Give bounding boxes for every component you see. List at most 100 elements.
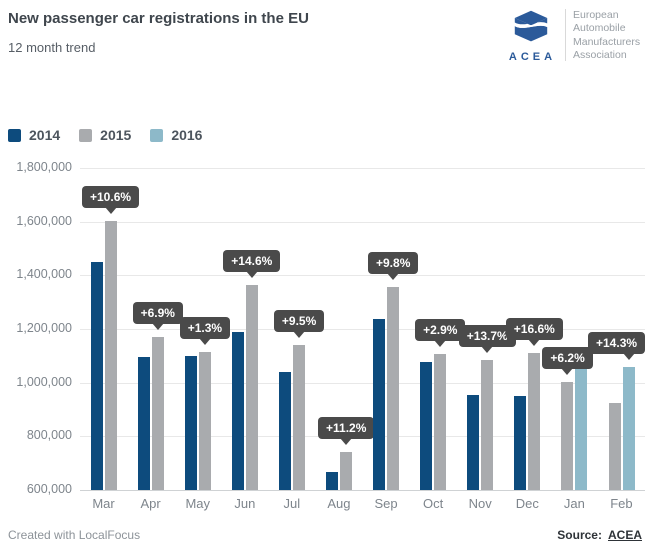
pct-label-aug: +11.2% (318, 416, 375, 439)
y-axis-label: 1,000,000 (16, 375, 72, 389)
acea-logo-tile: ACEA (502, 7, 559, 63)
gridline (80, 383, 645, 384)
bar-2014-dec[interactable] (514, 395, 527, 490)
x-axis-label-sep: Sep (374, 496, 398, 511)
x-axis-label-may: May (185, 496, 211, 511)
bar-2015-nov[interactable] (481, 359, 494, 490)
pct-label-apr: +6.9% (132, 301, 183, 324)
pct-label-pointer-aug (340, 437, 352, 445)
bar-2015-jun[interactable] (245, 285, 258, 490)
bar-2015-feb[interactable] (608, 402, 621, 490)
gridline (80, 490, 645, 491)
legend-item-2016: 2016 (150, 127, 202, 143)
pct-label-pointer-jun (245, 271, 258, 278)
bar-2014-aug[interactable] (326, 471, 338, 490)
pct-label-oct: +2.9% (415, 318, 466, 341)
logo-divider (565, 9, 566, 61)
acea-logo-icon (511, 9, 551, 50)
legend-label: 2014 (29, 127, 61, 143)
bar-2015-aug[interactable] (340, 451, 352, 490)
x-axis-label-mar: Mar (92, 496, 115, 511)
bar-2014-apr[interactable] (137, 357, 150, 490)
pct-label-pointer-may (198, 338, 211, 346)
legend-item-2014: 2014 (8, 127, 60, 143)
y-axis-label: 600,000 (26, 482, 72, 496)
gridline (80, 329, 645, 330)
bar-2014-jun[interactable] (231, 331, 244, 490)
source-line: Source: ACEA (557, 528, 642, 542)
y-axis-label: 1,400,000 (16, 267, 72, 281)
legend: 2014 2015 2016 (8, 127, 221, 143)
bar-2015-apr[interactable] (151, 336, 164, 490)
gridline (80, 275, 645, 276)
gridline (80, 168, 645, 169)
bar-2014-may[interactable] (184, 355, 197, 490)
x-axis-label-apr: Apr (140, 496, 161, 511)
bar-2015-mar[interactable] (104, 220, 117, 490)
legend-swatch-2014 (8, 128, 21, 142)
bar-2015-sep[interactable] (387, 286, 399, 490)
pct-label-pointer-oct (434, 339, 447, 347)
page-subtitle: 12 month trend (8, 40, 96, 55)
page-title: New passenger car registrations in the E… (8, 10, 309, 27)
legend-label: 2016 (171, 127, 203, 143)
pct-label-pointer-jan (561, 368, 574, 376)
pct-label-dec: +16.6% (505, 318, 563, 341)
legend-label: 2015 (100, 127, 132, 143)
pct-label-sep: +9.8% (368, 251, 419, 274)
legend-swatch-2015 (79, 128, 93, 142)
bar-2015-oct[interactable] (434, 353, 447, 490)
bar-2016-jan[interactable] (575, 365, 588, 490)
pct-label-feb: +14.3% (588, 332, 646, 355)
gridline (80, 222, 645, 223)
bar-2014-oct[interactable] (420, 362, 433, 490)
source-label: Source: (557, 528, 602, 542)
credit-text: Created with LocalFocus (8, 528, 141, 542)
pct-label-pointer-mar (104, 206, 117, 214)
org-line: Association (573, 48, 627, 61)
bar-2014-nov[interactable] (467, 394, 480, 490)
pct-label-pointer-sep (387, 272, 399, 280)
pct-label-pointer-dec (528, 339, 541, 347)
pct-label-jun: +14.6% (223, 250, 281, 272)
bar-2016-feb[interactable] (622, 367, 635, 490)
org-line: Manufacturers (573, 35, 641, 48)
x-axis-label-aug: Aug (327, 496, 351, 511)
x-axis-label-dec: Dec (515, 496, 539, 511)
pct-label-jul: +9.5% (273, 310, 325, 333)
org-line: European (573, 9, 619, 21)
pct-label-mar: +10.6% (82, 185, 140, 208)
pct-label-pointer-jul (292, 331, 305, 339)
bar-2015-jan[interactable] (561, 382, 574, 490)
bar-2015-may[interactable] (198, 352, 211, 490)
y-axis-label: 1,800,000 (16, 160, 72, 174)
x-axis-label-jan: Jan (563, 496, 585, 511)
acea-org-name: European Automobile Manufacturers Associ… (573, 7, 645, 63)
y-axis-label: 1,200,000 (16, 321, 72, 335)
legend-swatch-2016 (150, 128, 164, 142)
org-line: Automobile (573, 22, 626, 35)
pct-label-may: +1.3% (179, 317, 231, 340)
x-axis-label-feb: Feb (610, 496, 633, 511)
pct-label-jan: +6.2% (542, 347, 593, 370)
x-axis-label-jul: Jul (283, 496, 301, 511)
y-axis-label: 1,600,000 (16, 214, 72, 228)
pct-label-pointer-feb (622, 353, 635, 361)
acea-logo-acronym: ACEA (508, 51, 557, 63)
bar-2014-jul[interactable] (278, 371, 291, 490)
pct-label-pointer-nov (481, 345, 494, 353)
bar-2014-sep[interactable] (373, 319, 385, 490)
bar-2014-mar[interactable] (90, 261, 103, 490)
x-axis-label-jun: Jun (234, 496, 256, 511)
x-axis-label-oct: Oct (423, 496, 444, 511)
source-link-acea[interactable]: ACEA (607, 528, 642, 542)
bar-2015-jul[interactable] (292, 345, 305, 490)
y-axis-label: 800,000 (26, 428, 72, 442)
pct-label-pointer-apr (151, 322, 164, 330)
bar-2015-dec[interactable] (528, 353, 541, 490)
pct-label-nov: +13.7% (458, 324, 516, 347)
x-axis-label-nov: Nov (468, 496, 492, 511)
legend-item-2015: 2015 (79, 127, 131, 143)
